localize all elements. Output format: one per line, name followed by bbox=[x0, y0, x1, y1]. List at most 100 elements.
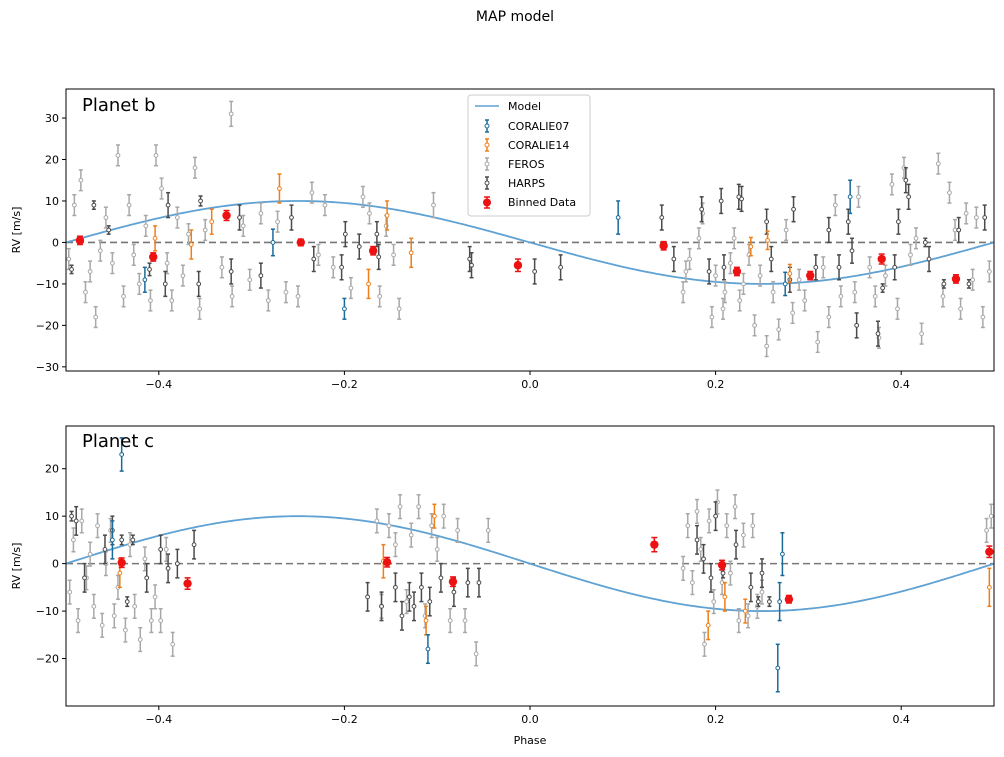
data-point-feros bbox=[783, 218, 789, 242]
data-point-feros bbox=[148, 607, 154, 634]
binned-data-point bbox=[222, 209, 231, 222]
data-point-coralie07 bbox=[110, 520, 115, 560]
data-point-feros bbox=[75, 607, 81, 634]
data-point-feros bbox=[737, 289, 743, 312]
data-point-feros bbox=[802, 289, 808, 312]
x-tick-label: 0.4 bbox=[892, 378, 910, 391]
data-point-feros bbox=[265, 289, 271, 312]
data-point-coralie14 bbox=[722, 581, 728, 612]
data-point-harps bbox=[147, 262, 152, 277]
data-point-feros bbox=[815, 330, 821, 354]
data-point-feros bbox=[694, 498, 700, 525]
data-point-harps bbox=[926, 245, 932, 273]
y-tick-label: −10 bbox=[36, 278, 59, 291]
binned-data-point bbox=[806, 270, 815, 281]
data-point-feros bbox=[111, 603, 117, 629]
data-point-harps bbox=[69, 510, 74, 522]
data-point-feros bbox=[455, 517, 461, 544]
data-point-feros bbox=[136, 272, 142, 296]
data-point-feros bbox=[770, 281, 776, 304]
binned-data-point bbox=[784, 594, 794, 604]
planet-b-ticks: −0.4 −0.2 0.0 0.2 0.4 −30 −20 −10 0 10 20 30 bbox=[36, 112, 910, 391]
data-point-feros bbox=[731, 227, 737, 250]
data-point-feros bbox=[131, 243, 137, 266]
data-point-feros bbox=[913, 227, 919, 250]
data-point-coralie07 bbox=[615, 200, 621, 235]
data-point-feros bbox=[126, 194, 132, 217]
legend-feros-swatch bbox=[484, 157, 490, 171]
y-tick-label: 10 bbox=[45, 195, 59, 208]
data-point-feros bbox=[441, 503, 447, 529]
data-point-feros bbox=[258, 202, 264, 225]
data-point-coralie07 bbox=[847, 179, 853, 215]
data-point-harps bbox=[356, 233, 362, 260]
data-point-feros bbox=[240, 214, 246, 237]
binned-data-point bbox=[75, 235, 85, 246]
data-point-feros bbox=[152, 584, 158, 610]
data-point-feros bbox=[391, 243, 396, 266]
data-point-harps bbox=[721, 254, 727, 281]
data-point-harps bbox=[106, 225, 112, 235]
binned-data-point bbox=[717, 559, 727, 571]
data-point-feros bbox=[947, 181, 952, 204]
planet-c-axes-frame bbox=[65, 425, 995, 707]
planet-b-y-axis-label: RV [m/s] bbox=[10, 207, 23, 254]
data-point-coralie14 bbox=[765, 230, 770, 251]
data-point-feros bbox=[416, 494, 422, 520]
data-point-coralie14 bbox=[188, 229, 194, 260]
y-tick-label: −20 bbox=[36, 319, 59, 332]
data-point-feros bbox=[702, 631, 707, 657]
data-point-feros bbox=[78, 169, 84, 192]
data-point-harps bbox=[198, 195, 203, 207]
data-point-feros bbox=[97, 239, 103, 262]
data-point-feros bbox=[386, 513, 392, 539]
data-point-feros bbox=[728, 560, 733, 586]
data-point-coralie14 bbox=[748, 236, 754, 257]
binned-data-point bbox=[368, 245, 378, 256]
data-point-feros bbox=[431, 191, 436, 219]
data-point-harps bbox=[941, 279, 947, 289]
planet-b-panel: Planet b RV [m/s] −0.4 −0.2 0.0 0.2 0.4 −30 −2… bbox=[10, 88, 995, 391]
data-point-harps bbox=[706, 258, 712, 285]
data-point-harps bbox=[339, 254, 345, 281]
data-point-feros bbox=[164, 252, 170, 275]
data-point-feros bbox=[832, 194, 838, 217]
data-point-feros bbox=[980, 305, 986, 329]
legend-coralie14-label: CORALIE14 bbox=[508, 139, 569, 152]
data-point-harps bbox=[476, 567, 482, 598]
data-point-coralie14 bbox=[705, 610, 711, 641]
data-point-feros bbox=[66, 247, 72, 271]
legend-feros-label: FEROS bbox=[508, 158, 545, 171]
data-point-coralie07 bbox=[142, 266, 148, 293]
data-point-harps bbox=[713, 501, 718, 532]
planet-c-x-axis-label: Phase bbox=[514, 734, 547, 747]
data-point-harps bbox=[119, 534, 125, 546]
data-point-feros bbox=[197, 297, 203, 320]
data-point-feros bbox=[159, 177, 164, 200]
data-point-feros bbox=[696, 227, 702, 250]
data-point-harps bbox=[427, 586, 433, 617]
data-point-feros bbox=[132, 593, 138, 619]
data-point-feros bbox=[889, 173, 895, 196]
data-point-harps bbox=[906, 183, 912, 211]
data-point-coralie07 bbox=[775, 643, 781, 693]
data-point-harps bbox=[379, 591, 384, 622]
data-point-harps bbox=[532, 258, 538, 285]
legend-binned-label: Binned Data bbox=[508, 196, 576, 209]
binned-data-point bbox=[659, 240, 668, 251]
data-point-harps bbox=[165, 553, 171, 584]
data-point-feros bbox=[462, 607, 468, 634]
data-point-feros bbox=[95, 513, 100, 539]
data-point-harps bbox=[376, 243, 382, 271]
data-point-coralie14 bbox=[152, 225, 158, 252]
data-point-feros bbox=[709, 305, 715, 329]
data-point-feros bbox=[895, 297, 900, 320]
data-point-feros bbox=[180, 264, 186, 287]
data-point-coralie14 bbox=[432, 503, 437, 529]
data-point-harps bbox=[393, 572, 398, 603]
data-point-harps bbox=[342, 220, 348, 248]
data-point-harps bbox=[764, 208, 770, 235]
binned-data-point bbox=[149, 252, 158, 262]
data-point-harps bbox=[162, 270, 168, 298]
data-point-feros bbox=[485, 517, 491, 544]
